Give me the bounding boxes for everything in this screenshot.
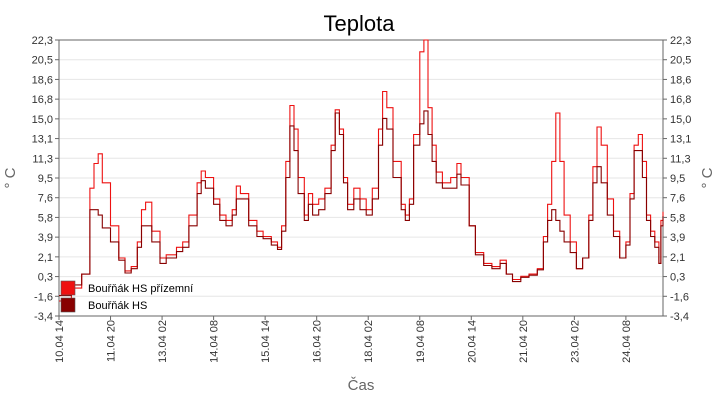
- y-tick-label: 16,8: [670, 94, 691, 106]
- y-tick-label: 5,8: [38, 212, 53, 224]
- x-tick-label: 14.04 08: [209, 320, 221, 363]
- x-tick-label: 19.04 08: [415, 320, 427, 363]
- y-tick-label: 18,6: [32, 74, 53, 86]
- y-tick-label: -1,6: [670, 291, 689, 303]
- y-tick-label: 11,3: [670, 153, 691, 165]
- y-tick-label: 22,3: [670, 35, 691, 47]
- y-tick-label: 13,1: [670, 134, 691, 146]
- chart-title: Teplota: [324, 11, 396, 36]
- x-axis-title: Čas: [348, 377, 375, 394]
- grid: [59, 59, 663, 297]
- y-tick-label: 2,1: [670, 252, 685, 264]
- y-tick-label: 5,8: [670, 212, 685, 224]
- y-tick-label: -3,4: [670, 311, 689, 323]
- legend-swatch: [60, 280, 76, 296]
- y-tick-label: 7,6: [670, 193, 685, 205]
- x-tick-label: 20.04 14: [466, 320, 478, 363]
- y-tick-label: 3,9: [38, 232, 53, 244]
- y-tick-label: 3,9: [670, 232, 685, 244]
- legend-swatch: [60, 297, 76, 313]
- legend: Bouřňák HS přízemní Bouřňák HS: [60, 280, 193, 313]
- y-tick-label: 9,5: [670, 173, 685, 185]
- y-tick-label: 13,1: [32, 134, 53, 146]
- y-tick-label: 18,6: [670, 74, 691, 86]
- y-axis-title-left: ° C: [2, 167, 19, 188]
- y-tick-label: 22,3: [32, 35, 53, 47]
- x-tick-label: 18.04 02: [363, 320, 375, 363]
- y-tick-label: 20,5: [32, 55, 53, 67]
- legend-label: Bouřňák HS přízemní: [88, 283, 193, 295]
- series-line-1: [59, 110, 664, 297]
- y-tick-label: 0,3: [38, 272, 53, 284]
- y-tick-labels-right: 22,3 20,5 18,6 16,8 15,0 13,1 11,3 9,5 7,6 5,8 3,9…: [663, 35, 691, 323]
- series-lines: [59, 39, 664, 302]
- y-tick-labels-left: 22,3 20,5 18,6 16,8 15,0 13,1 11,3 9,5 7,6 5,8 3,9…: [32, 35, 59, 323]
- y-tick-label: 7,6: [38, 193, 53, 205]
- x-tick-label: 24.04 08: [621, 320, 633, 363]
- x-tick-label: 13.04 02: [157, 320, 169, 363]
- y-tick-label: 0,3: [670, 272, 685, 284]
- y-tick-label: 15,0: [32, 114, 53, 126]
- legend-label: Bouřňák HS: [88, 300, 147, 312]
- y-tick-label: 16,8: [32, 94, 53, 106]
- x-tick-label: 23.04 02: [569, 320, 581, 363]
- x-tick-labels: 10.04 14 11.04 20 13.04 02 14.04 08 15.04 14…: [54, 316, 633, 363]
- y-tick-label: 9,5: [38, 173, 53, 185]
- y-tick-label: -1,6: [34, 291, 53, 303]
- y-tick-label: 15,0: [670, 114, 691, 126]
- y-tick-label: 2,1: [38, 252, 53, 264]
- x-tick-label: 11.04 20: [106, 320, 118, 362]
- x-tick-label: 15.04 14: [260, 320, 272, 363]
- y-tick-label: 11,3: [32, 153, 53, 165]
- x-tick-label: 10.04 14: [54, 320, 66, 363]
- x-tick-label: 21.04 20: [518, 320, 530, 363]
- y-tick-label: -3,4: [34, 311, 53, 323]
- y-axis-title-right: ° C: [699, 167, 716, 188]
- y-tick-label: 20,5: [670, 55, 691, 67]
- x-tick-label: 16.04 20: [312, 320, 324, 363]
